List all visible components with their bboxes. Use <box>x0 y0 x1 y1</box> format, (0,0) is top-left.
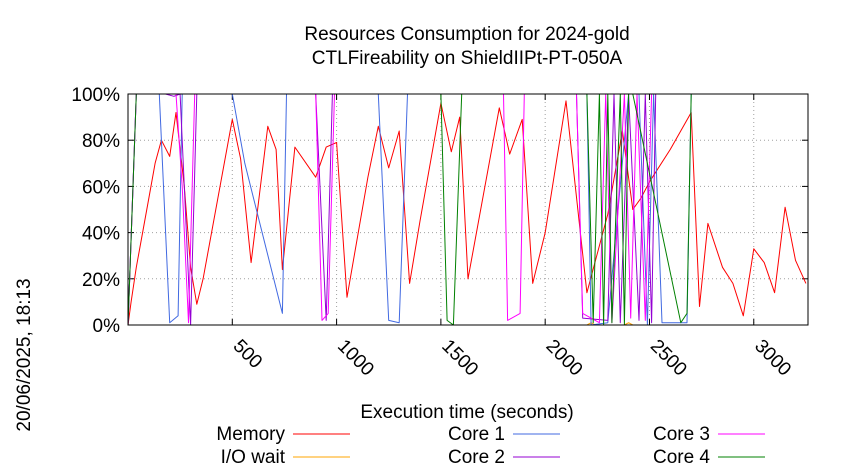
legend-label-core-2: Core 2 <box>448 447 505 468</box>
series-line-core-2 <box>127 93 808 326</box>
series-line-memory <box>127 100 807 326</box>
series-line-core-1 <box>127 93 808 326</box>
y-tick-label: 0% <box>93 316 121 337</box>
y-tick-label: 60% <box>82 177 120 198</box>
legend-label-i-o-wait: I/O wait <box>221 447 286 468</box>
chart-title: Resources Consumption for 2024-gold <box>304 24 629 45</box>
x-tick-label: 500 <box>229 336 266 373</box>
x-tick-label: 2000 <box>542 336 587 381</box>
chart-subtitle: CTLFireability on ShieldIIPt-PT-050A <box>312 48 623 69</box>
series-line-core-3 <box>127 93 808 326</box>
y-tick-label: 100% <box>71 85 120 106</box>
legend-label-memory: Memory <box>216 424 285 445</box>
y-tick-label: 20% <box>82 270 120 291</box>
x-tick-label: 1000 <box>333 336 378 381</box>
timestamp-label: 20/06/2025, 18:13 <box>14 278 35 431</box>
x-axis: 500 1000 1500 2000 2500 3000 <box>229 94 795 380</box>
y-tick-label: 80% <box>82 131 120 152</box>
series-line-core-4 <box>127 93 808 326</box>
x-tick-label: 2500 <box>646 336 691 381</box>
plot-frame <box>127 93 809 326</box>
series-lines <box>127 93 808 326</box>
x-tick-label: 3000 <box>750 336 795 381</box>
x-axis-label: Execution time (seconds) <box>360 402 573 423</box>
y-tick-label: 40% <box>82 224 120 245</box>
grid-lines <box>128 93 808 326</box>
x-tick-label: 1500 <box>437 336 482 381</box>
legend-label-core-3: Core 3 <box>653 424 710 445</box>
legend-label-core-4: Core 4 <box>653 447 710 468</box>
legend-label-core-1: Core 1 <box>448 424 505 445</box>
